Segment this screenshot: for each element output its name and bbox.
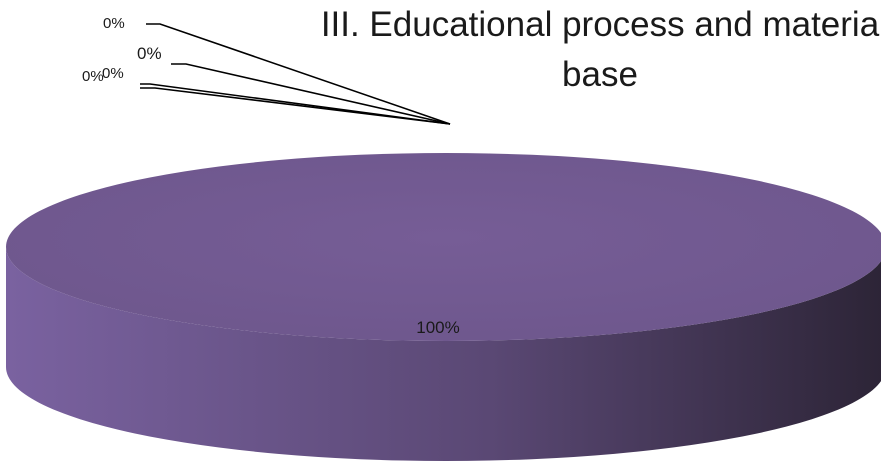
pie-slice-side-100 — [6, 247, 881, 461]
pie-slice-100 — [6, 153, 881, 341]
leader-line-2 — [140, 83, 451, 125]
leader-line-1 — [171, 63, 451, 125]
slice-label-3: 0% — [102, 65, 124, 82]
slice-label-0: 0% — [103, 15, 125, 32]
leader-line-0 — [146, 23, 451, 125]
slice-label-2: 0% — [82, 68, 104, 85]
leader-line-3 — [140, 87, 451, 125]
slice-label-1: 0% — [137, 44, 162, 63]
chart-title-line2: base — [562, 55, 638, 94]
chart-title: III. Educational process and materia bas… — [190, 0, 881, 100]
chart-title-line1: III. Educational process and materia — [320, 5, 880, 44]
slice-label-4: 100% — [416, 318, 459, 337]
